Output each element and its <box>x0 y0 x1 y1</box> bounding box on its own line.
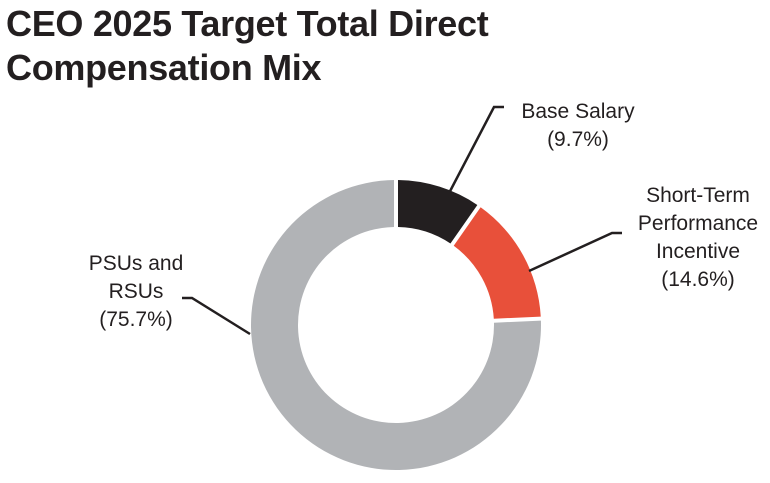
leader-line-short-term-performance-incentive <box>528 231 622 273</box>
chart-title-line-2: Compensation Mix <box>6 47 322 88</box>
leader-lines <box>182 105 622 336</box>
donut-slices <box>251 180 541 470</box>
slice-label-base-salary: Base Salary (9.7%) <box>521 100 635 151</box>
slice-label-short-term-performance-incentive: Short-Term Performance Incentive (14.6%) <box>638 184 758 291</box>
chart-title: CEO 2025 Target Total Direct Compensatio… <box>6 2 746 90</box>
slice-label-line: Base Salary <box>521 100 635 123</box>
leader-line-base-salary <box>445 105 504 198</box>
slice-label-line: RSUs <box>109 280 164 303</box>
slice-label-psus-and-rsus: PSUs and RSUs (75.7%) <box>89 252 184 331</box>
slice-label-line: Performance <box>638 212 758 235</box>
slice-value-label: (14.6%) <box>661 268 735 291</box>
slice-label-line: Incentive <box>656 240 740 263</box>
chart-title-line-1: CEO 2025 Target Total Direct <box>6 3 489 44</box>
slice-base-salary <box>397 180 478 244</box>
leader-line-psus-and-rsus <box>182 296 251 336</box>
slice-label-line: PSUs and <box>89 252 184 275</box>
slice-labels: Base Salary (9.7%) Short-Term Performance In… <box>89 100 758 331</box>
slice-psus-and-rsus <box>251 180 541 470</box>
slice-label-line: Short-Term <box>646 184 750 207</box>
slice-value-label: (9.7%) <box>547 128 609 151</box>
slice-value-label: (75.7%) <box>99 308 173 331</box>
slice-short-term-performance-incentive <box>453 207 541 319</box>
